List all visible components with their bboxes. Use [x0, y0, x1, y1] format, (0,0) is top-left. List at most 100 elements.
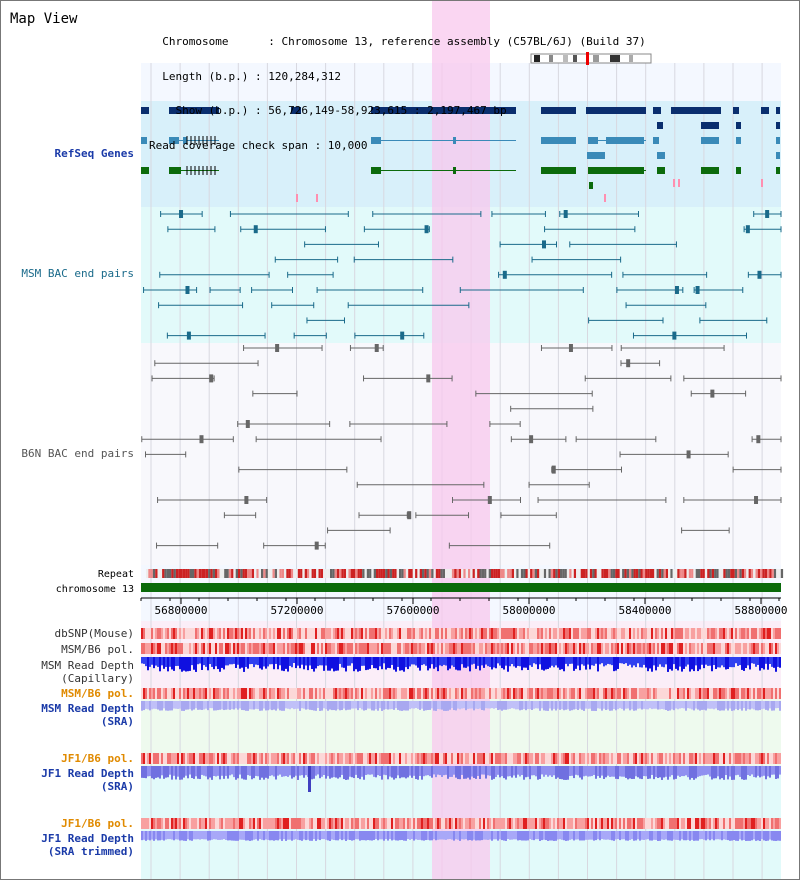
track-label-b6n-bac[interactable]: B6N BAC end pairs	[21, 447, 134, 460]
msm-depth-cap-bar	[655, 657, 657, 671]
repeat-block	[566, 569, 570, 578]
repeat-block	[472, 569, 475, 578]
repeat-block	[394, 569, 397, 578]
jf1-depth-sra-bar	[507, 766, 509, 777]
jf1-b6-pol-cell	[441, 753, 443, 764]
msm-depth-cap-bar	[555, 657, 557, 666]
track-label-refseq-genes[interactable]: RefSeq Genes	[54, 147, 134, 160]
jf1-b6-pol-2-cell	[235, 818, 237, 829]
msm-depth-sra-bar	[323, 701, 325, 709]
msm-b6-pol-sra-cell	[729, 688, 731, 699]
jf1-b6-pol-cell	[419, 753, 421, 764]
jf1-b6-pol-cell	[377, 753, 379, 764]
dbsnp-cell	[361, 628, 363, 639]
dbsnp-cell	[547, 628, 549, 639]
jf1-depth-trim-bar	[157, 831, 159, 841]
dbsnp-cell	[487, 628, 489, 639]
jf1-depth-trim-bar	[433, 831, 435, 840]
jf1-depth-sra-bar	[189, 766, 191, 775]
jf1-depth-trim-bar	[369, 831, 371, 841]
jf1-b6-pol-cell	[309, 753, 311, 764]
msm-b6-pol-sra-cell	[147, 688, 149, 699]
jf1-b6-pol-2-cell	[475, 818, 477, 829]
repeat-block	[242, 569, 245, 578]
msm-depth-sra-bar	[585, 701, 587, 709]
msm-b6-pol-sra-cell	[763, 688, 765, 699]
track-label-msm-bac[interactable]: MSM BAC end pairs	[21, 267, 134, 280]
jf1-depth-trim-bar	[735, 831, 737, 841]
jf1-b6-pol-cell	[719, 753, 721, 764]
repeat-block	[560, 569, 563, 578]
jf1-depth-trim-bar	[273, 831, 275, 841]
jf1-b6-pol-cell	[145, 753, 147, 764]
jf1-depth-sra-bar	[311, 766, 313, 780]
msm-b6-pol-cell	[449, 643, 451, 654]
dbsnp-cell	[287, 628, 289, 639]
msm-b6-pol-sra-cell	[227, 688, 229, 699]
msm-depth-sra-bar	[753, 701, 755, 710]
msm-depth-cap-bar	[471, 657, 473, 665]
dbsnp-cell	[501, 628, 503, 639]
msm-depth-cap-bar	[719, 657, 721, 668]
jf1-b6-pol-2-cell	[219, 818, 221, 829]
dbsnp-cell	[267, 628, 269, 639]
msm-depth-sra-bar	[507, 701, 509, 710]
msm-depth-sra-bar	[643, 701, 645, 709]
dbsnp-cell	[401, 628, 403, 639]
jf1-depth-sra-bar	[259, 766, 261, 780]
msm-b6-pol-sra-cell	[315, 688, 317, 699]
repeat-block	[438, 569, 441, 578]
msm-b6-pol-cell	[181, 643, 183, 654]
msm-b6-pol-cell	[759, 643, 761, 654]
jf1-depth-sra-bar	[523, 766, 525, 780]
dbsnp-cell	[189, 628, 191, 639]
axis-tick-label: 57600000	[387, 604, 440, 617]
jf1-b6-pol-2-cell	[255, 818, 257, 829]
msm-b6-pol-sra-cell	[721, 688, 723, 699]
jf1-b6-pol-2-cell	[285, 818, 287, 829]
dbsnp-cell	[353, 628, 355, 639]
msm-b6-pol-cell	[217, 643, 219, 654]
repeat-block	[721, 569, 724, 578]
jf1-depth-sra-bar	[457, 766, 459, 780]
msm-b6-pol-cell	[367, 643, 369, 654]
msm-b6-pol-cell	[335, 643, 337, 654]
dbsnp-cell	[737, 628, 739, 639]
dbsnp-cell	[499, 628, 501, 639]
jf1-b6-pol-cell	[365, 753, 367, 764]
jf1-depth-sra-bar	[519, 766, 521, 777]
jf1-b6-pol-cell	[319, 753, 321, 764]
jf1-depth-sra-bar	[237, 766, 239, 779]
jf1-depth-trim-bar	[555, 831, 557, 841]
msm-depth-sra-bar	[551, 701, 553, 711]
jf1-depth-trim-bar	[525, 831, 527, 841]
msm-b6-pol-cell	[199, 643, 201, 654]
dbsnp-cell	[475, 628, 477, 639]
msm-depth-cap-bar	[475, 657, 477, 669]
jf1-b6-pol-2-cell	[729, 818, 731, 829]
msm-b6-pol-sra-cell	[637, 688, 639, 699]
jf1-b6-pol-2-cell	[169, 818, 171, 829]
msm-b6-pol-cell	[163, 643, 165, 654]
msm-depth-sra-bar	[329, 701, 331, 710]
msm-b6-pol-sra-cell	[291, 688, 293, 699]
jf1-b6-pol-cell	[431, 753, 433, 764]
msm-b6-pol-sra-cell	[465, 688, 467, 699]
jf1-depth-sra-bar	[591, 766, 593, 777]
jf1-depth-trim-bar	[569, 831, 571, 840]
msm-b6-pol-cell	[331, 643, 333, 654]
msm-depth-cap-bar	[653, 657, 655, 666]
msm-b6-pol-sra-cell	[529, 688, 531, 699]
msm-depth-cap-bar	[525, 657, 527, 668]
msm-b6-pol-sra-cell	[173, 688, 175, 699]
jf1-depth-trim-bar	[143, 831, 145, 840]
jf1-b6-pol-cell	[263, 753, 265, 764]
repeat-block	[415, 569, 418, 578]
dbsnp-cell	[249, 628, 251, 639]
msm-b6-pol-cell	[267, 643, 269, 654]
msm-b6-pol-sra-cell	[225, 688, 227, 699]
jf1-b6-pol-cell	[375, 753, 377, 764]
msm-depth-sra-bar	[509, 701, 511, 709]
msm-depth-sra-bar	[183, 701, 185, 711]
